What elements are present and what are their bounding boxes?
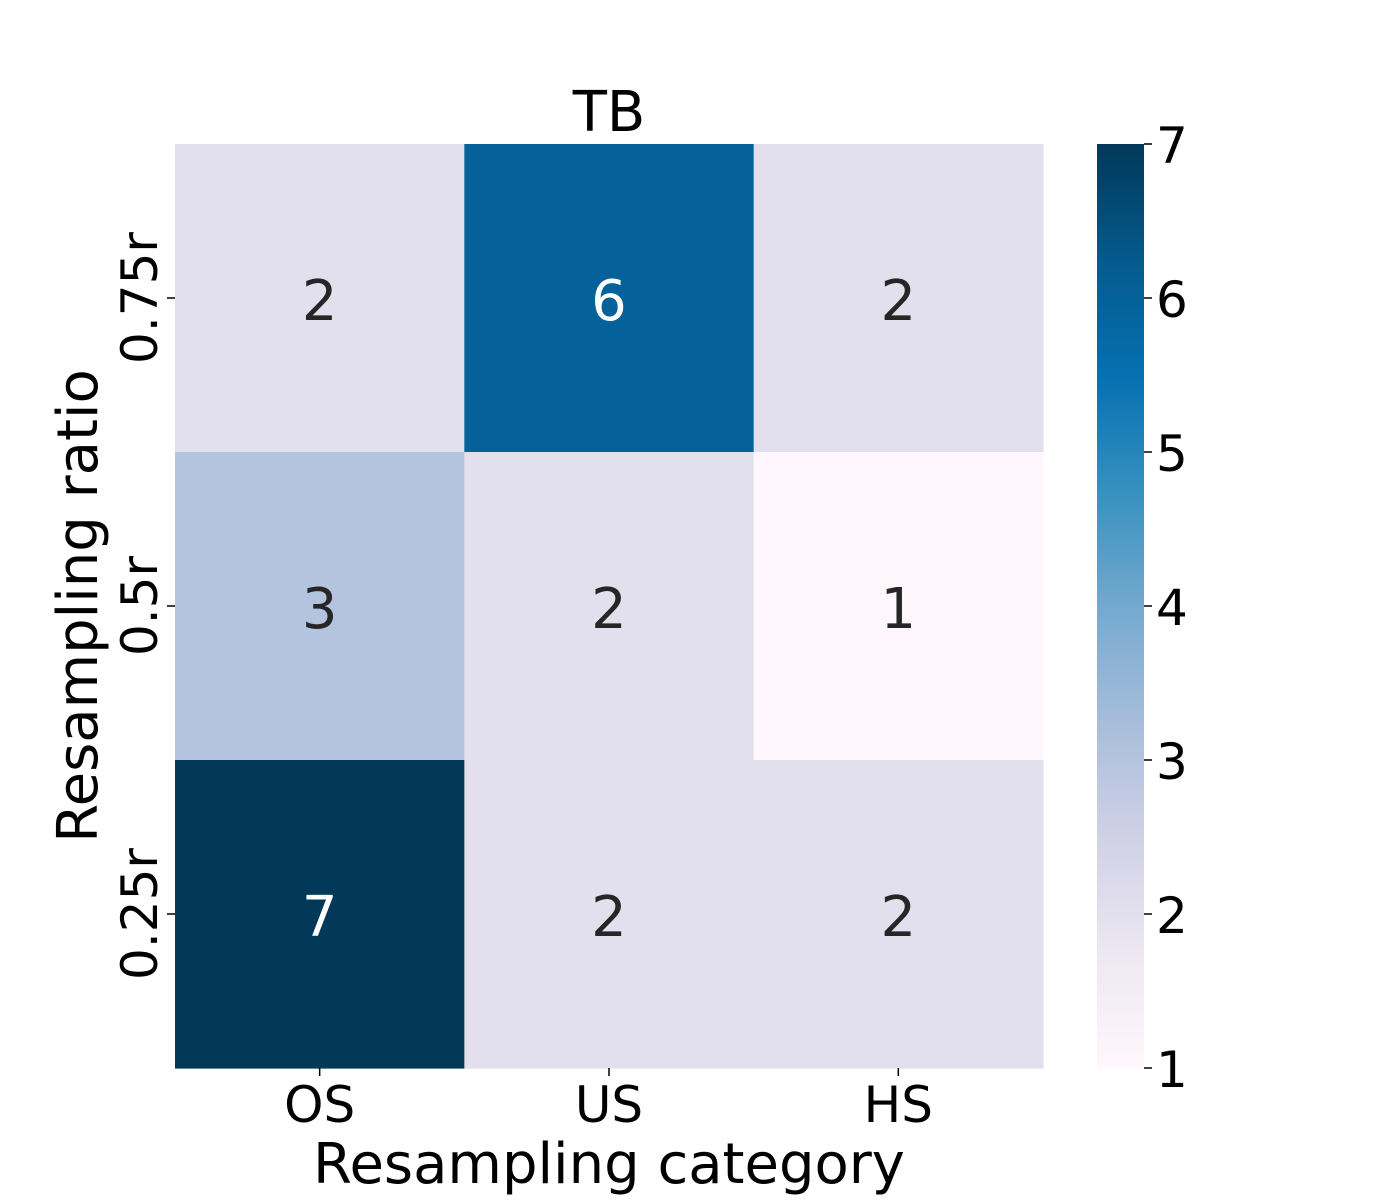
colorbar-tick-label: 4 bbox=[1156, 579, 1188, 637]
heatmap-cell bbox=[175, 760, 465, 1069]
colorbar-tick-label: 3 bbox=[1156, 733, 1188, 791]
cell-value-label: 7 bbox=[302, 885, 338, 950]
heatmap-cell bbox=[464, 452, 755, 761]
cell-value-label: 2 bbox=[591, 885, 627, 950]
x-tick-label: US bbox=[575, 1076, 643, 1134]
colorbar-tick-label: 5 bbox=[1156, 425, 1188, 483]
cell-value-label: 3 bbox=[302, 577, 338, 642]
heatmap-cell bbox=[753, 144, 1044, 453]
colorbar-tick-label: 1 bbox=[1156, 1041, 1188, 1099]
heatmap-cell bbox=[464, 760, 755, 1069]
cell-value-label: 1 bbox=[881, 577, 917, 642]
heatmap-cell bbox=[753, 760, 1044, 1069]
cell-value-label: 2 bbox=[302, 269, 338, 334]
y-axis-ticks: 0.75r 0.5r 0.25r bbox=[111, 232, 175, 980]
y-tick-label: 0.5r bbox=[111, 556, 169, 657]
heatmap-cell-labels: 2 6 2 3 2 1 7 2 2 bbox=[302, 269, 916, 950]
chart-title: TB bbox=[572, 80, 646, 145]
x-tick-label: OS bbox=[284, 1076, 355, 1134]
cell-value-label: 2 bbox=[881, 269, 917, 334]
cell-value-label: 2 bbox=[881, 885, 917, 950]
x-axis-label: Resampling category bbox=[313, 1132, 905, 1197]
colorbar-ticks: 1 2 3 4 5 6 7 bbox=[1144, 117, 1188, 1099]
cell-value-label: 6 bbox=[591, 269, 627, 334]
heatmap-cell bbox=[175, 452, 465, 761]
colorbar-tick-label: 2 bbox=[1156, 887, 1188, 945]
heatmap-cell bbox=[753, 452, 1044, 761]
y-tick-label: 0.75r bbox=[111, 232, 169, 364]
x-tick-label: HS bbox=[864, 1076, 933, 1134]
cell-value-label: 2 bbox=[591, 577, 627, 642]
heatmap-cell bbox=[175, 144, 465, 453]
y-tick-label: 0.25r bbox=[111, 848, 169, 980]
x-axis-ticks: OS US HS bbox=[284, 1068, 933, 1134]
heatmap-cell bbox=[464, 144, 755, 453]
colorbar-tick-label: 7 bbox=[1156, 117, 1188, 175]
heatmap-cells bbox=[175, 144, 1044, 1069]
y-axis-label: Resampling ratio bbox=[46, 369, 111, 843]
colorbar-tick-label: 6 bbox=[1156, 271, 1188, 329]
colorbar bbox=[1097, 144, 1144, 1068]
